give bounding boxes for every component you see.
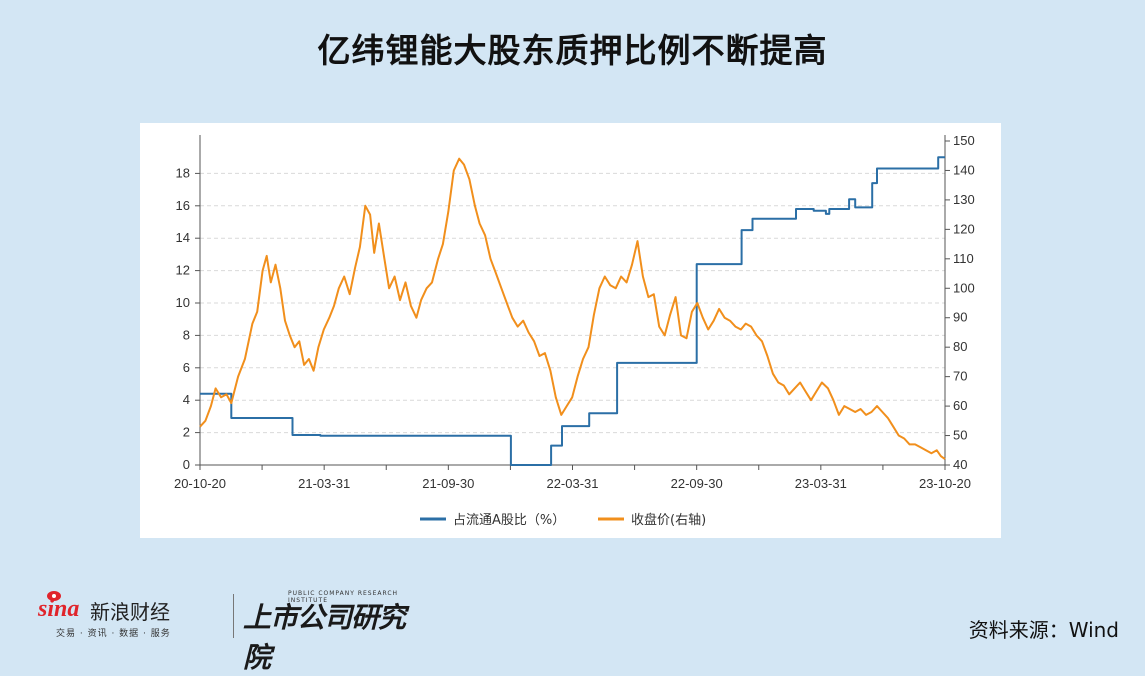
right-tick-label: 130 — [953, 192, 975, 207]
right-tick-label: 50 — [953, 428, 967, 443]
right-tick-label: 90 — [953, 310, 967, 325]
logo-divider — [233, 594, 234, 638]
left-tick-label: 18 — [176, 165, 190, 180]
legend-label: 收盘价(右轴) — [631, 512, 706, 528]
footer-logos: sina 新浪财经 交易 · 资讯 · 数据 · 服务 PUBLIC COMPA… — [38, 590, 408, 674]
sina-logo: sina — [38, 596, 80, 622]
left-tick-label: 14 — [176, 230, 190, 245]
sina-tagline: 交易 · 资讯 · 数据 · 服务 — [56, 629, 171, 639]
left-tick-label: 4 — [183, 392, 190, 407]
chart-panel: 0 2 4 6 8 10 12 14 16 18 40 50 60 70 80 90 100 110 120 130 1… — [140, 123, 1001, 538]
left-tick-label: 16 — [176, 198, 190, 213]
right-tick-label: 150 — [953, 133, 975, 148]
left-tick-label: 12 — [176, 263, 190, 278]
x-tick-label: 22-09-30 — [671, 476, 723, 491]
right-tick-label: 110 — [953, 251, 974, 266]
right-tick-label: 120 — [953, 221, 975, 236]
x-tick-label: 23-03-31 — [795, 476, 847, 491]
left-tick-label: 6 — [183, 360, 190, 375]
right-tick-label: 40 — [953, 457, 967, 472]
source-note: 资料来源：Wind — [968, 618, 1119, 642]
right-tick-label: 60 — [953, 398, 967, 413]
close-price-line — [199, 157, 946, 460]
page-title: 亿纬锂能大股东质押比例不断提高 — [317, 31, 828, 70]
right-tick-label: 80 — [953, 339, 967, 354]
left-tick-label: 2 — [183, 425, 190, 440]
right-tick-label: 100 — [953, 280, 975, 295]
left-tick-label: 0 — [183, 457, 190, 472]
sina-finance-name: 新浪财经 — [90, 600, 170, 624]
institute-english-name: PUBLIC COMPANY RESEARCH INSTITUTE — [288, 590, 399, 604]
left-tick-label: 8 — [183, 327, 190, 342]
right-tick-label: 70 — [953, 369, 967, 384]
pledge-ratio-line — [200, 156, 945, 466]
institute-logo: 上市公司研究院 — [243, 601, 406, 674]
legend-label: 占流通A股比（%） — [453, 513, 565, 528]
x-tick-label: 22-03-31 — [546, 476, 598, 491]
x-tick-label: 21-03-31 — [298, 476, 350, 491]
x-tick-label: 21-09-30 — [422, 476, 474, 491]
x-tick-label: 20-10-20 — [174, 476, 226, 491]
right-tick-label: 140 — [953, 162, 975, 177]
sina-eye-icon — [47, 591, 61, 601]
line-chart: 0 2 4 6 8 10 12 14 16 18 40 50 60 70 80 90 100 110 120 130 1… — [174, 133, 975, 528]
left-tick-label: 10 — [176, 295, 190, 310]
x-tick-label: 23-10-20 — [919, 476, 971, 491]
